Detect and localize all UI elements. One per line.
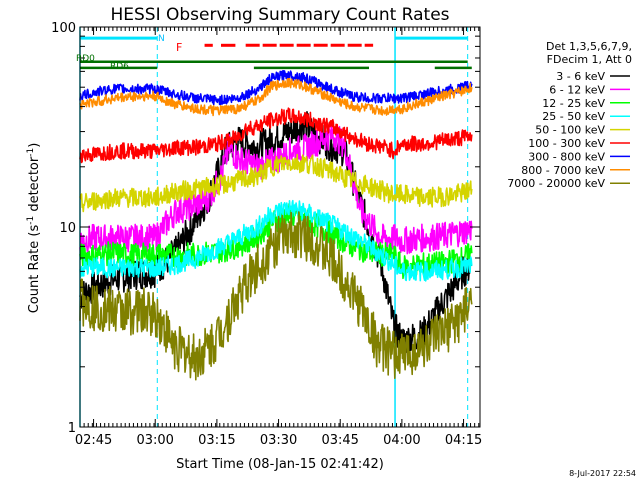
y-tick-label: 100 — [51, 21, 76, 36]
y-axis-title-mid: detector — [27, 156, 42, 216]
flag-label-rd0: RD0 — [76, 54, 95, 64]
legend-label: 3 - 6 keV — [556, 70, 605, 83]
legend-label: 12 - 25 keV — [542, 97, 605, 110]
legend-label: 300 - 800 keV — [528, 150, 605, 163]
y-tick-label: 10 — [59, 221, 76, 236]
x-axis-title: Start Time (08-Jan-15 02:41:42) — [176, 457, 384, 472]
y-axis-title-sup2: -1 — [26, 148, 36, 157]
flag-label-rd6: RD6 — [110, 62, 129, 72]
y-axis-title: Count Rate (s-1 detector-1) — [26, 143, 42, 314]
y-axis-title-sup1: -1 — [26, 216, 36, 225]
chart-title: HESSI Observing Summary Count Rates — [110, 5, 449, 25]
legend-label: 800 - 7000 keV — [521, 164, 605, 177]
x-tick-label: 02:45 — [75, 433, 112, 448]
y-tick-label: 1 — [68, 421, 76, 436]
series-layer — [79, 69, 473, 381]
flag-bars-layer — [80, 36, 472, 70]
x-tick-label: 04:15 — [445, 433, 482, 448]
series-line — [79, 211, 473, 381]
x-tick-label: 03:45 — [321, 433, 358, 448]
flag-label-n: N — [158, 34, 165, 44]
flag-label-f: F — [176, 41, 182, 54]
x-tick-label: 03:15 — [198, 433, 235, 448]
legend-header-line-1: Det 1,3,5,6,7,9, — [546, 40, 632, 53]
series-line — [79, 121, 473, 255]
legend-label: 100 - 300 keV — [528, 137, 605, 150]
legend-label: 7000 - 20000 keV — [507, 177, 605, 190]
series-line — [79, 107, 473, 164]
x-tick-label: 04:00 — [383, 433, 420, 448]
legend-header-line-2: FDecim 1, Att 0 — [547, 53, 632, 66]
series-line — [79, 69, 473, 106]
series-line — [79, 153, 473, 213]
legend-label: 50 - 100 keV — [535, 124, 605, 137]
legend-label: 25 - 50 keV — [542, 110, 605, 123]
legend-label: 6 - 12 keV — [549, 83, 605, 96]
y-axis-title-main: Count Rate (s — [27, 225, 42, 314]
y-axis-title-end: ) — [27, 143, 42, 148]
footer-date: 8-Jul-2017 22:54 — [569, 469, 636, 478]
series-line — [79, 199, 473, 282]
axes-layer: 02:45 03:00 03:15 03:30 03:45 04:00 04:15 1 10 10… — [51, 21, 482, 448]
series-line — [79, 77, 473, 117]
x-tick-label: 03:00 — [136, 433, 173, 448]
x-tick-label: 03:30 — [260, 433, 297, 448]
